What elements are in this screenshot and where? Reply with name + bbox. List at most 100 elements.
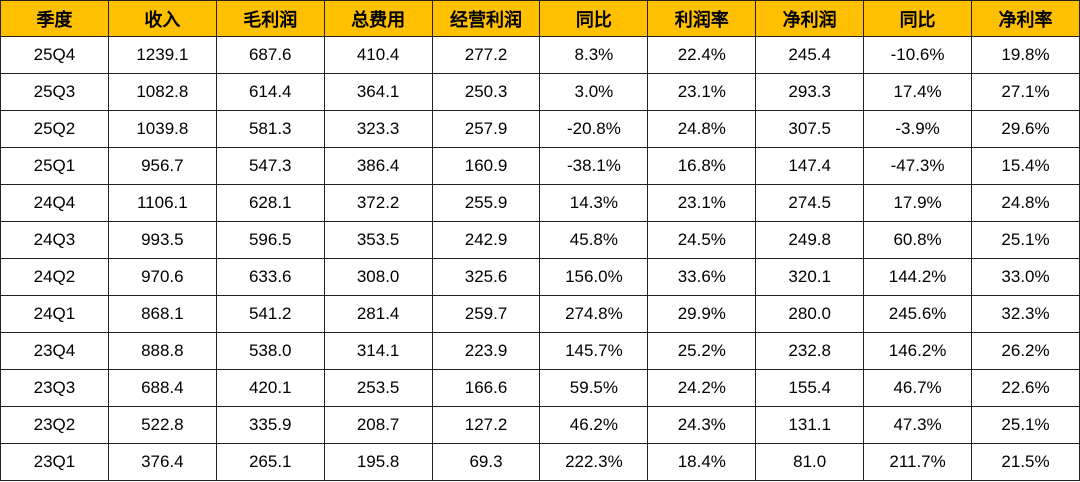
value-cell: 21.5% — [971, 443, 1080, 481]
header-cell: 净利率 — [971, 0, 1080, 37]
value-cell: 410.4 — [323, 36, 433, 74]
value-cell: 60.8% — [863, 221, 973, 259]
quarter-cell: 23Q3 — [0, 369, 109, 407]
value-cell: 8.3% — [539, 36, 649, 74]
value-cell: 145.7% — [539, 332, 649, 370]
value-cell: 17.4% — [863, 73, 973, 111]
header-cell: 净利润 — [755, 0, 865, 37]
value-cell: 522.8 — [107, 406, 217, 444]
value-cell: 160.9 — [431, 147, 541, 185]
value-cell: 25.2% — [647, 332, 757, 370]
value-cell: 144.2% — [863, 258, 973, 296]
value-cell: 211.7% — [863, 443, 973, 481]
value-cell: 45.8% — [539, 221, 649, 259]
value-cell: 24.3% — [647, 406, 757, 444]
quarter-cell: 24Q1 — [0, 295, 109, 333]
header-cell: 毛利润 — [215, 0, 325, 37]
value-cell: 314.1 — [323, 332, 433, 370]
value-cell: 22.6% — [971, 369, 1080, 407]
value-cell: 970.6 — [107, 258, 217, 296]
quarter-cell: 24Q2 — [0, 258, 109, 296]
value-cell: 208.7 — [323, 406, 433, 444]
value-cell: -3.9% — [863, 110, 973, 148]
value-cell: 24.8% — [647, 110, 757, 148]
value-cell: 25.1% — [971, 406, 1080, 444]
value-cell: 541.2 — [215, 295, 325, 333]
value-cell: 245.6% — [863, 295, 973, 333]
value-cell: -38.1% — [539, 147, 649, 185]
value-cell: 888.8 — [107, 332, 217, 370]
value-cell: 156.0% — [539, 258, 649, 296]
value-cell: 16.8% — [647, 147, 757, 185]
value-cell: 1239.1 — [107, 36, 217, 74]
value-cell: 24.8% — [971, 184, 1080, 222]
value-cell: 253.5 — [323, 369, 433, 407]
value-cell: 15.4% — [971, 147, 1080, 185]
value-cell: 364.1 — [323, 73, 433, 111]
value-cell: 166.6 — [431, 369, 541, 407]
quarter-cell: 23Q4 — [0, 332, 109, 370]
value-cell: 325.6 — [431, 258, 541, 296]
value-cell: 81.0 — [755, 443, 865, 481]
value-cell: 1039.8 — [107, 110, 217, 148]
value-cell: 259.7 — [431, 295, 541, 333]
value-cell: 250.3 — [431, 73, 541, 111]
value-cell: 274.5 — [755, 184, 865, 222]
value-cell: 687.6 — [215, 36, 325, 74]
value-cell: 69.3 — [431, 443, 541, 481]
table-row: 23Q3 688.4 420.1 253.5 166.6 59.5% 24.2% 155.4 4… — [0, 369, 1080, 407]
value-cell: 24.5% — [647, 221, 757, 259]
value-cell: 993.5 — [107, 221, 217, 259]
value-cell: 323.3 — [323, 110, 433, 148]
value-cell: 131.1 — [755, 406, 865, 444]
table-row: 24Q4 1106.1 628.1 372.2 255.9 14.3% 23.1% 274.5… — [0, 184, 1080, 222]
value-cell: 274.8% — [539, 295, 649, 333]
value-cell: 47.3% — [863, 406, 973, 444]
value-cell: 59.5% — [539, 369, 649, 407]
value-cell: 956.7 — [107, 147, 217, 185]
value-cell: 614.4 — [215, 73, 325, 111]
table-row: 25Q4 1239.1 687.6 410.4 277.2 8.3% 22.4% 245.4-… — [0, 36, 1080, 74]
value-cell: 19.8% — [971, 36, 1080, 74]
value-cell: 1082.8 — [107, 73, 217, 111]
value-cell: 547.3 — [215, 147, 325, 185]
value-cell: 27.1% — [971, 73, 1080, 111]
table-row: 24Q2 970.6 633.6 308.0 325.6 156.0% 33.6% 320.1… — [0, 258, 1080, 296]
value-cell: 308.0 — [323, 258, 433, 296]
value-cell: 232.8 — [755, 332, 865, 370]
value-cell: 257.9 — [431, 110, 541, 148]
value-cell: 320.1 — [755, 258, 865, 296]
table-row: 24Q3 993.5 596.5 353.5 242.9 45.8% 24.5% 249.8 6… — [0, 221, 1080, 259]
table-row: 23Q4 888.8 538.0 314.1 223.9 145.7% 25.2% 232.8… — [0, 332, 1080, 370]
value-cell: 33.0% — [971, 258, 1080, 296]
header-cell: 经营利润 — [431, 0, 541, 37]
value-cell: 17.9% — [863, 184, 973, 222]
value-cell: 581.3 — [215, 110, 325, 148]
value-cell: 32.3% — [971, 295, 1080, 333]
value-cell: 277.2 — [431, 36, 541, 74]
table-row: 24Q1 868.1 541.2 281.4 259.7 274.8% 29.9% 280.0… — [0, 295, 1080, 333]
value-cell: 25.1% — [971, 221, 1080, 259]
value-cell: -10.6% — [863, 36, 973, 74]
header-cell: 利润率 — [647, 0, 757, 37]
value-cell: 633.6 — [215, 258, 325, 296]
quarter-cell: 24Q4 — [0, 184, 109, 222]
value-cell: 1106.1 — [107, 184, 217, 222]
value-cell: 127.2 — [431, 406, 541, 444]
value-cell: 538.0 — [215, 332, 325, 370]
value-cell: 386.4 — [323, 147, 433, 185]
quarter-cell: 25Q2 — [0, 110, 109, 148]
value-cell: 147.4 — [755, 147, 865, 185]
value-cell: 14.3% — [539, 184, 649, 222]
quarter-cell: 24Q3 — [0, 221, 109, 259]
value-cell: 223.9 — [431, 332, 541, 370]
quarter-cell: 23Q2 — [0, 406, 109, 444]
table-row: 25Q2 1039.8 581.3 323.3 257.9 -20.8% 24.8% 307.… — [0, 110, 1080, 148]
header-cell: 总费用 — [323, 0, 433, 37]
header-cell: 季度 — [0, 0, 109, 37]
value-cell: 23.1% — [647, 184, 757, 222]
value-cell: 195.8 — [323, 443, 433, 481]
quarter-cell: 23Q1 — [0, 443, 109, 481]
